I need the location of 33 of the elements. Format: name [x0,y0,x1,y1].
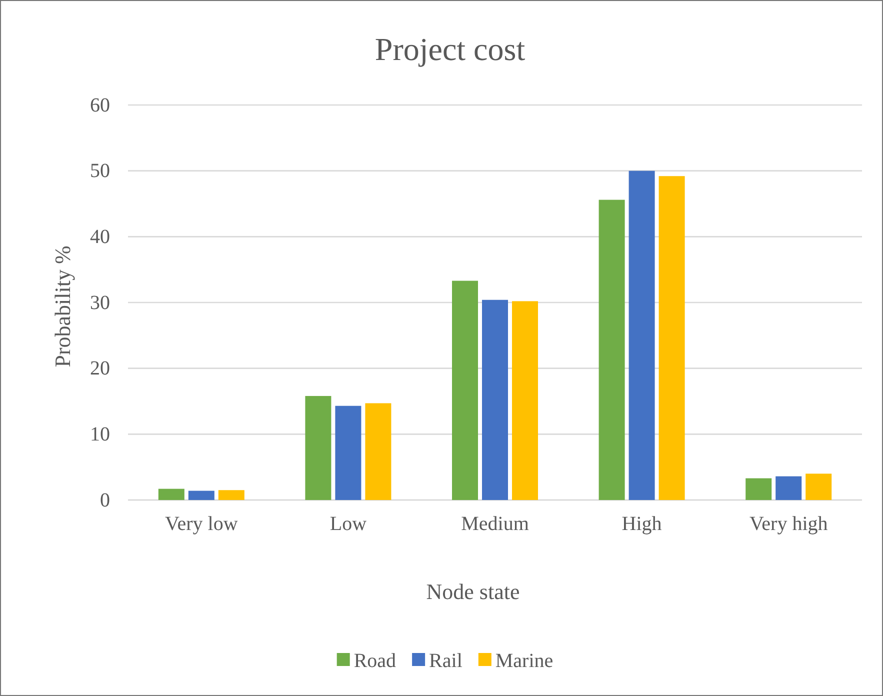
bar [218,490,244,500]
legend-label: Rail [429,650,463,672]
bar [776,476,802,500]
x-axis-title: Node state [426,579,520,604]
bar [598,200,625,500]
bar [305,396,332,500]
bar [482,300,508,500]
bar [658,176,685,500]
y-tick-label: 10 [90,424,110,446]
bar [452,280,478,500]
bar [628,170,655,500]
bar [512,301,538,500]
chart-title: Project cost [374,31,526,67]
bar [365,403,392,500]
y-axis-title: Probability % [50,246,75,368]
x-tick-label: Low [330,513,368,536]
bar [335,406,362,500]
x-tick-label: High [622,513,662,536]
x-tick-label: Very high [749,513,828,536]
x-tick-label: Very low [165,513,238,536]
bar [188,490,214,500]
x-tick-label: Medium [461,513,530,536]
bar [746,478,772,500]
legend-label: Marine [495,650,554,672]
y-tick-label: 40 [90,226,110,248]
bar [158,488,184,500]
bar [806,474,832,500]
y-tick-label: 0 [100,489,110,512]
y-tick-label: 60 [90,94,110,116]
y-tick-label: 30 [90,292,110,314]
y-tick-label: 50 [90,160,110,182]
y-tick-label: 20 [90,358,110,380]
legend-label: Road [354,650,396,672]
